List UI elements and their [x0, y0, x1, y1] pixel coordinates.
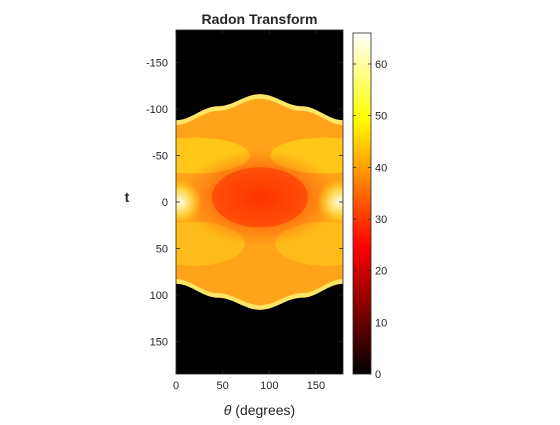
x-tick-label: 0 — [173, 380, 179, 392]
x-axis-label-text: (degrees) — [231, 402, 295, 418]
central-core — [211, 167, 308, 228]
colorbar-tick-label: 0 — [375, 369, 381, 381]
heatmap-image — [176, 94, 343, 310]
x-tick-label: 150 — [307, 380, 325, 392]
y-tick-label: -50 — [152, 151, 168, 163]
chart-title: Radon Transform — [202, 11, 318, 27]
x-tick-label: 100 — [260, 380, 278, 392]
colorbar-ticks: 0 10 20 30 40 50 60 — [353, 59, 387, 381]
y-axis-label: t — [125, 189, 130, 205]
y-tick-label: 50 — [156, 243, 168, 255]
y-tick-label: -100 — [146, 104, 168, 116]
colorbar-tick-label: 60 — [375, 59, 387, 71]
plot-area — [175, 29, 344, 375]
y-axis: -150 -100 -50 0 50 100 150 — [146, 58, 343, 348]
x-tick-label: 50 — [217, 380, 229, 392]
colorbar-tick-label: 10 — [375, 317, 387, 329]
hotspot-left — [176, 180, 202, 224]
colorbar: 0 10 20 30 40 50 60 — [352, 32, 387, 381]
y-tick-label: 150 — [150, 336, 168, 348]
colorbar-tick-label: 20 — [375, 266, 387, 278]
colorbar-tick-label: 50 — [375, 111, 387, 123]
x-axis: 0 50 100 150 — [173, 30, 325, 392]
colorbar-gradient — [352, 32, 372, 375]
y-tick-label: -150 — [146, 58, 168, 70]
y-tick-label: 100 — [150, 290, 168, 302]
hotspot-right — [317, 180, 343, 224]
colorbar-tick-label: 40 — [375, 162, 387, 174]
y-tick-label: 0 — [162, 197, 168, 209]
colorbar-tick-label: 30 — [375, 214, 387, 226]
x-axis-label-symbol: θ — [224, 402, 232, 418]
x-axis-label: θ (degrees) — [224, 402, 295, 418]
